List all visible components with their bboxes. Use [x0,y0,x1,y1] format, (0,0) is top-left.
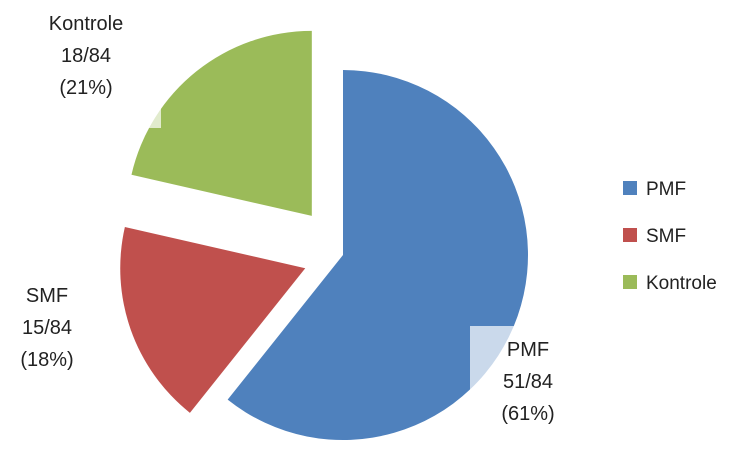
legend-swatch [623,275,637,289]
pie-slice-pmf [227,70,528,440]
data-label-background [35,0,161,128]
slices-layer [120,30,528,440]
pie-slice-kontrole [131,30,312,216]
legend-swatch [623,228,637,242]
pie-slice-smf [120,227,306,413]
legend-item-kontrole: Kontrole [623,273,717,294]
legend: PMF SMF Kontrole [623,179,717,294]
data-labels-layer: PMF 51/84 (61%) SMF 15/84 (18%) Kontrole 18/84(… [0,0,577,444]
legend-label: SMF [646,226,686,247]
legend-label: Kontrole [646,273,717,294]
data-label-pmf: PMF 51/84 (61%) [501,339,554,425]
data-label-background [470,326,577,444]
legend-item-pmf: PMF [623,179,686,200]
data-label-smf: SMF 15/84 (18%) [20,285,73,371]
data-label-kontrole: Kontrole 18/84 (21%) [49,13,124,99]
legend-swatch [623,181,637,195]
legend-item-smf: SMF [623,226,686,247]
data-label-background [0,268,104,386]
legend-label: PMF [646,179,686,200]
